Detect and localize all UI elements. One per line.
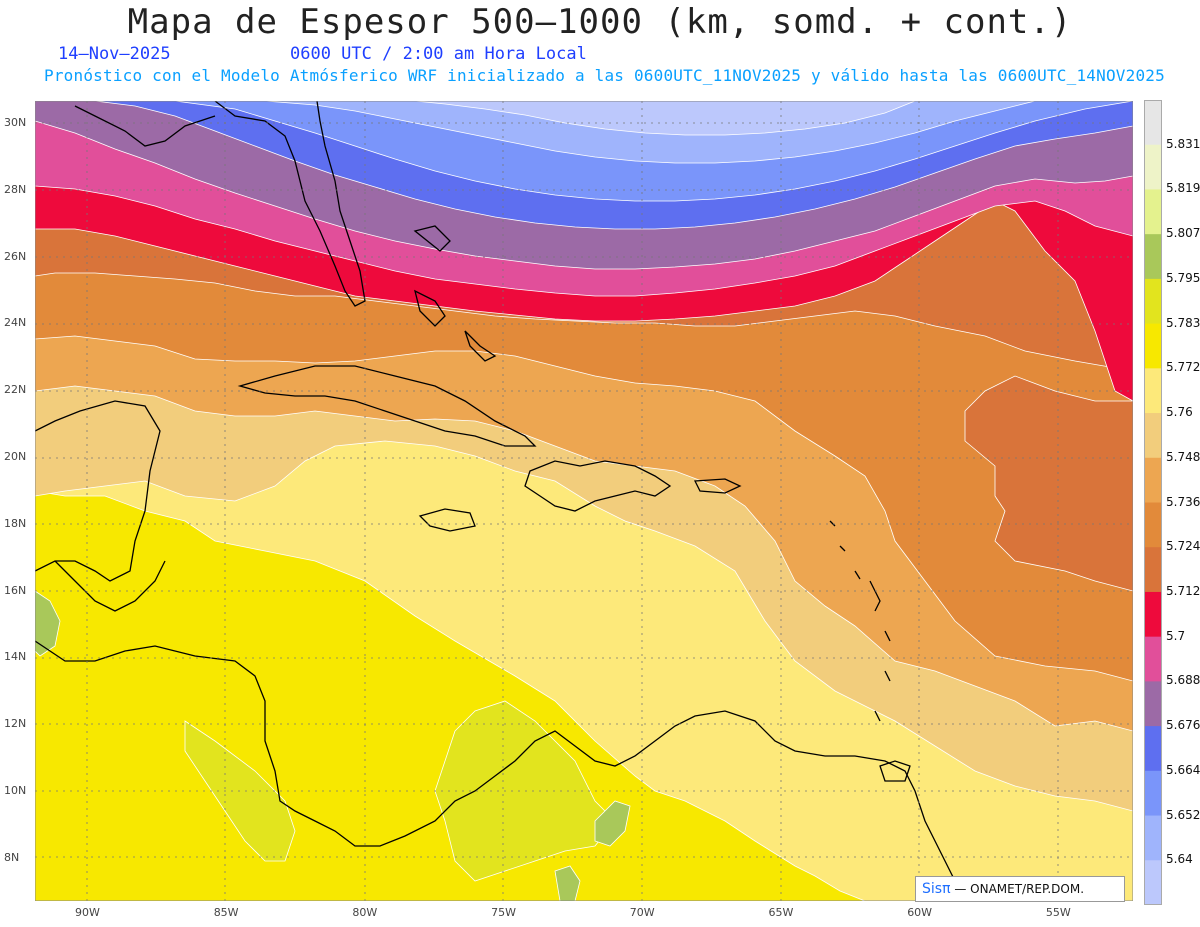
lat-label: 10N [4, 784, 27, 797]
lat-label: 24N [4, 316, 27, 330]
lat-label: 22N [4, 383, 27, 397]
colorbar-swatch [1144, 591, 1162, 638]
colorbar-swatch [1144, 278, 1162, 325]
colorbar-swatch [1144, 547, 1162, 593]
colorbar-label: 5.736 [1166, 494, 1200, 509]
colorbar-swatch [1144, 323, 1162, 369]
lon-label: 65W [768, 906, 794, 919]
colorbar-label: 5.676 [1166, 718, 1200, 733]
lat-label: 14N [4, 650, 27, 664]
colorbar-swatch [1144, 413, 1162, 459]
colorbar-swatch [1144, 457, 1162, 503]
lat-label: 8N [4, 850, 20, 864]
colorbar-label: 5.783 [1166, 315, 1200, 330]
colorbar-label: 5.64 [1166, 852, 1193, 867]
lon-label: 60W [907, 906, 933, 919]
lat-label: 30N [4, 116, 27, 129]
colorbar-swatch [1144, 368, 1162, 414]
forecast-date: 14—Nov—2025 [58, 44, 171, 64]
colorbar-label: 5.772 [1166, 360, 1200, 375]
colorbar-label: 5.688 [1166, 673, 1200, 688]
colorbar-label: 5.748 [1166, 449, 1200, 464]
thickness-map [35, 101, 1133, 901]
lat-label: 26N [4, 249, 27, 263]
colorbar-label: 5.7 [1166, 628, 1186, 643]
colorbar-swatch [1144, 502, 1162, 548]
lat-label: 18N [4, 516, 27, 530]
colorbar-swatch [1144, 681, 1162, 727]
lat-label: 28N [4, 182, 27, 196]
colorbar-label: 5.807 [1166, 226, 1200, 241]
credit-text: — ONAMET/REP.DOM. [954, 882, 1085, 896]
band-5640 [414, 101, 916, 136]
colorbar-swatch [1144, 234, 1162, 280]
lon-label: 70W [629, 906, 655, 919]
colorbar-swatch [1144, 770, 1162, 817]
lon-label: 90W [75, 906, 100, 919]
lat-label: 16N [4, 583, 27, 597]
colorbar-swatch [1144, 726, 1162, 772]
band-5807-patch3 [554, 865, 581, 901]
band-5724 [964, 375, 1133, 592]
lon-label: 75W [491, 906, 516, 919]
credit-box: Sisπ — ONAMET/REP.DOM. [915, 876, 1125, 902]
lon-label: 80W [352, 906, 378, 919]
forecast-description: Pronóstico con el Modelo Atmósferico WRF… [44, 66, 1165, 85]
coastlines [35, 101, 956, 882]
lat-label: 12N [4, 717, 27, 731]
sispi-logo: Sisπ [922, 881, 951, 897]
graticule [35, 101, 1133, 901]
band-5807-patch [35, 590, 61, 657]
colorbar-label: 5.795 [1166, 270, 1200, 285]
colorbar [1144, 100, 1162, 905]
colorbar-swatch [1144, 815, 1162, 861]
lat-label: 20N [4, 450, 27, 463]
forecast-time: 0600 UTC / 2:00 am Hora Local [290, 44, 587, 64]
colorbar-label: 5.712 [1166, 583, 1200, 598]
colorbar-label: 5.664 [1166, 762, 1200, 777]
colorbar-swatch [1144, 636, 1162, 682]
colorbar-label: 5.76 [1166, 405, 1193, 420]
colorbar-label: 5.831 [1166, 136, 1200, 151]
colorbar-swatch [1144, 189, 1162, 235]
colorbar-swatch [1144, 144, 1162, 190]
colorbar-swatch [1144, 100, 1162, 146]
lon-label: 55W [1045, 906, 1071, 919]
colorbar-label: 5.819 [1166, 181, 1200, 196]
colorbar-swatch [1144, 860, 1162, 905]
colorbar-label: 5.724 [1166, 539, 1200, 554]
map-title: Mapa de Espesor 500—1000 (km, somd. + co… [127, 2, 1073, 42]
band-5807-patch2 [594, 800, 631, 847]
lon-label: 85W [213, 906, 239, 919]
colorbar-label: 5.652 [1166, 807, 1200, 822]
